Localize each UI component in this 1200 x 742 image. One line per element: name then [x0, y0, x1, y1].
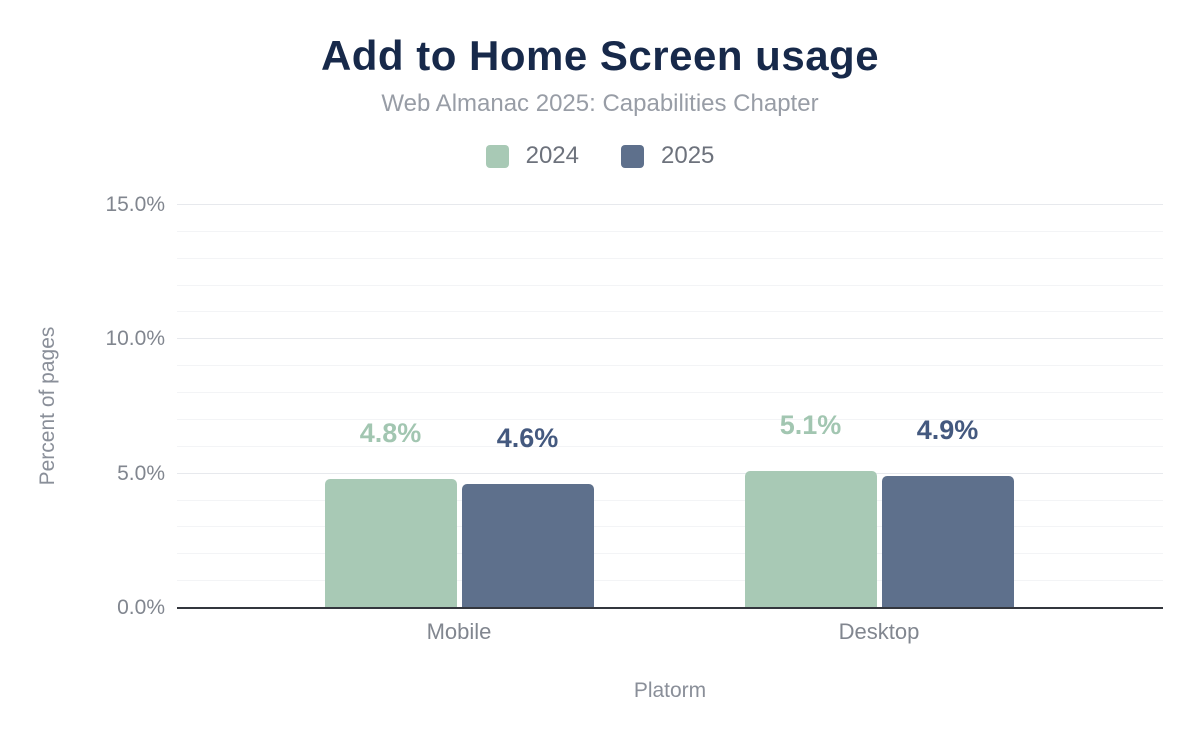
x-axis-line [177, 607, 1163, 609]
chart-subtitle: Web Almanac 2025: Capabilities Chapter [381, 90, 819, 117]
minor-gridline-14 [177, 230, 1163, 232]
minor-gridline-4 [177, 499, 1163, 501]
value-label-2025-mobile: 4.6% [496, 423, 559, 454]
bar-2025-desktop [881, 476, 1014, 608]
x-axis-title: Platorm [633, 679, 707, 702]
major-gridline-15 [177, 204, 1163, 205]
y-tick-5: 5.0% [117, 462, 165, 485]
major-gridline-5 [177, 472, 1163, 474]
minor-gridline-9 [177, 365, 1163, 367]
legend-label-2024: 2024 [525, 142, 579, 169]
minor-gridline-1 [177, 580, 1163, 582]
minor-gridline-12 [177, 284, 1163, 286]
legend: 2024 2025 [0, 142, 1200, 170]
y-tick-10: 10.0% [105, 327, 165, 350]
legend-item-2024: 2024 [485, 142, 579, 170]
bar-2025-mobile [461, 484, 594, 608]
minor-gridline-8 [177, 392, 1163, 394]
minor-gridline-11 [177, 311, 1163, 313]
chart-title: Add to Home Screen usage [320, 32, 880, 79]
legend-swatch-2024 [485, 144, 509, 168]
y-tick-15: 15.0% [105, 193, 165, 216]
minor-gridline-3 [177, 526, 1163, 528]
legend-swatch-2025 [621, 144, 644, 168]
category-label-mobile: Mobile [426, 619, 492, 644]
major-gridline-10 [177, 338, 1163, 340]
plot-area: 4.8% 4.6% 5.1% 4.9% [177, 204, 1163, 609]
value-label-2025-desktop: 4.9% [916, 415, 979, 446]
category-label-desktop: Desktop [838, 619, 920, 644]
minor-gridline-6 [177, 445, 1163, 447]
minor-gridline-7 [177, 418, 1163, 420]
bar-2024-mobile [324, 479, 457, 608]
legend-item-2025: 2025 [621, 142, 714, 170]
bar-2024-desktop [744, 470, 877, 608]
minor-gridline-2 [177, 553, 1163, 555]
value-label-2024-desktop: 5.1% [779, 409, 842, 440]
value-label-2024-mobile: 4.8% [359, 418, 422, 449]
minor-gridline-13 [177, 257, 1163, 259]
legend-label-2025: 2025 [661, 142, 715, 169]
y-tick-0: 0.0% [117, 596, 165, 619]
